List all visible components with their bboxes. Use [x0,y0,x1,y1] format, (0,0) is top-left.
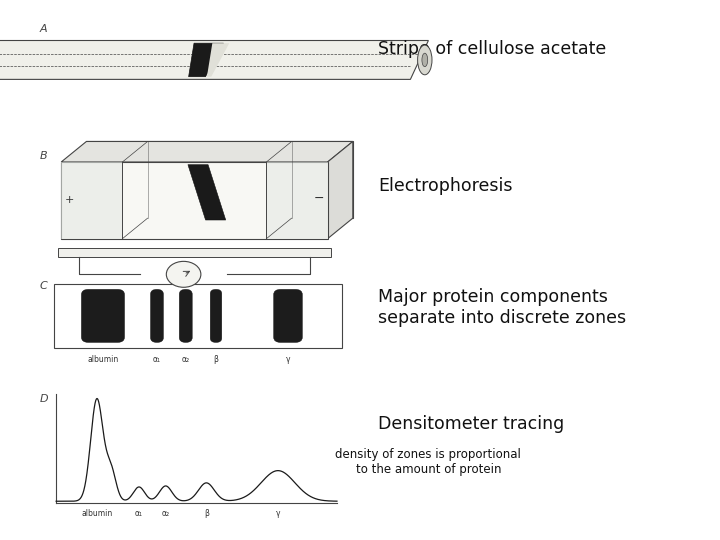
Text: C: C [40,281,48,291]
Text: −: − [314,192,324,205]
Polygon shape [188,165,226,220]
Polygon shape [0,40,428,79]
Text: α₁: α₁ [135,509,143,518]
Text: density of zones is proportional
to the amount of protein: density of zones is proportional to the … [336,448,521,476]
Text: γ: γ [276,509,280,518]
Text: Electrophoresis: Electrophoresis [378,177,513,195]
Text: α₁: α₁ [153,355,161,364]
Text: γ: γ [286,355,290,364]
Text: A: A [40,24,48,35]
Polygon shape [207,43,229,77]
Circle shape [166,261,201,287]
Text: albumin: albumin [87,355,119,364]
Polygon shape [54,284,342,348]
Text: β: β [214,355,218,364]
Polygon shape [328,141,353,239]
Text: Densitometer tracing: Densitometer tracing [378,415,564,433]
FancyBboxPatch shape [179,289,192,342]
Text: Major protein components
separate into discrete zones: Major protein components separate into d… [378,288,626,327]
Polygon shape [61,162,122,239]
Polygon shape [58,248,331,257]
Text: Stripe of cellulose acetate: Stripe of cellulose acetate [378,39,606,58]
Polygon shape [189,43,223,77]
Polygon shape [266,162,328,239]
FancyBboxPatch shape [150,289,163,342]
Polygon shape [61,141,353,162]
Ellipse shape [422,53,428,66]
FancyBboxPatch shape [210,289,222,342]
FancyBboxPatch shape [81,289,125,342]
Text: α₂: α₂ [161,509,170,518]
Text: +: + [65,195,75,205]
Ellipse shape [418,45,432,75]
Polygon shape [61,162,328,239]
FancyBboxPatch shape [274,289,302,342]
Text: albumin: albumin [81,509,112,518]
Text: D: D [40,394,48,404]
Polygon shape [86,141,353,218]
Text: B: B [40,151,48,161]
Text: β: β [204,509,209,518]
Text: α₂: α₂ [181,355,190,364]
